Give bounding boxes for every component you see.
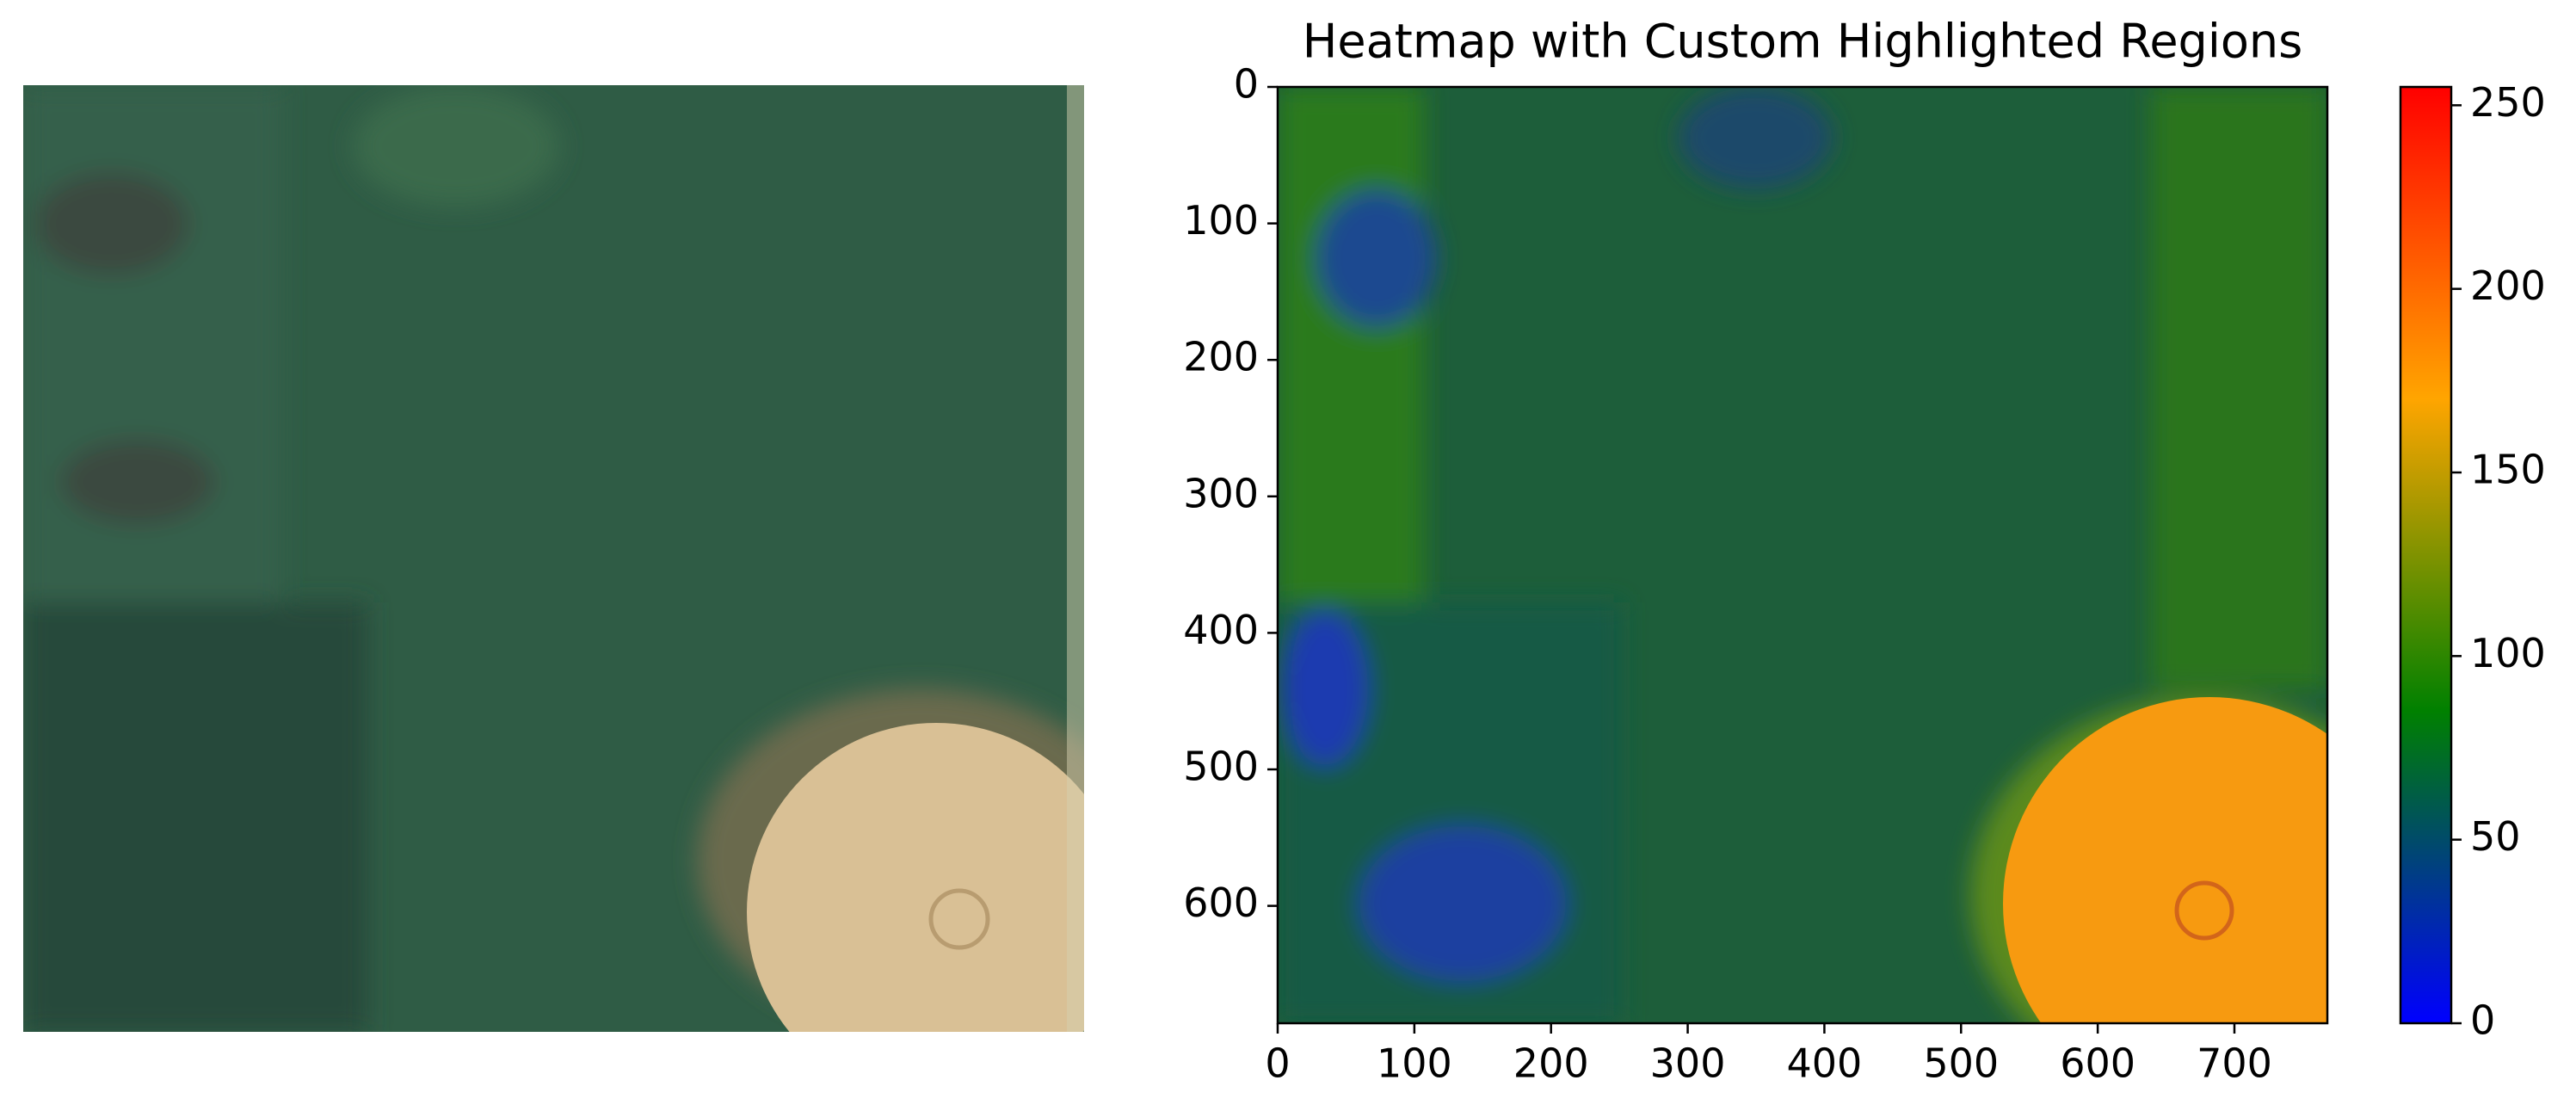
x-tick-label: 600 [2060,1040,2135,1087]
colorbar [2399,85,2453,1025]
y-tick-label: 0 [1234,61,1259,108]
x-tick-label: 0 [1265,1040,1290,1087]
y-tick-label: 200 [1183,334,1259,380]
x-tick-label: 200 [1513,1040,1589,1087]
axes-frame [1276,85,2329,1025]
y-tick-label: 600 [1183,880,1259,926]
x-tick-label: 700 [2197,1040,2272,1087]
aerial-photo [23,85,1084,1032]
colorbar-tick-label: 200 [2470,262,2546,309]
heatmap-image [1278,87,2327,1023]
y-tick-label: 300 [1183,470,1259,516]
colorbar-tick-label: 100 [2470,630,2546,676]
colorbar-tick-label: 250 [2470,79,2546,126]
x-tick-label: 300 [1650,1040,1726,1087]
x-tick-label: 500 [1923,1040,1999,1087]
y-tick-label: 400 [1183,607,1259,653]
colorbar-tick-label: 50 [2470,813,2521,860]
y-tick-label: 100 [1183,197,1259,244]
chart-title: Heatmap with Custom Highlighted Regions [1303,15,2302,69]
y-tick-label: 500 [1183,744,1259,790]
colorbar-tick-label: 150 [2470,447,2546,493]
x-tick-label: 400 [1787,1040,1863,1087]
x-tick-label: 100 [1377,1040,1452,1087]
colorbar-tick-label: 0 [2470,997,2495,1044]
